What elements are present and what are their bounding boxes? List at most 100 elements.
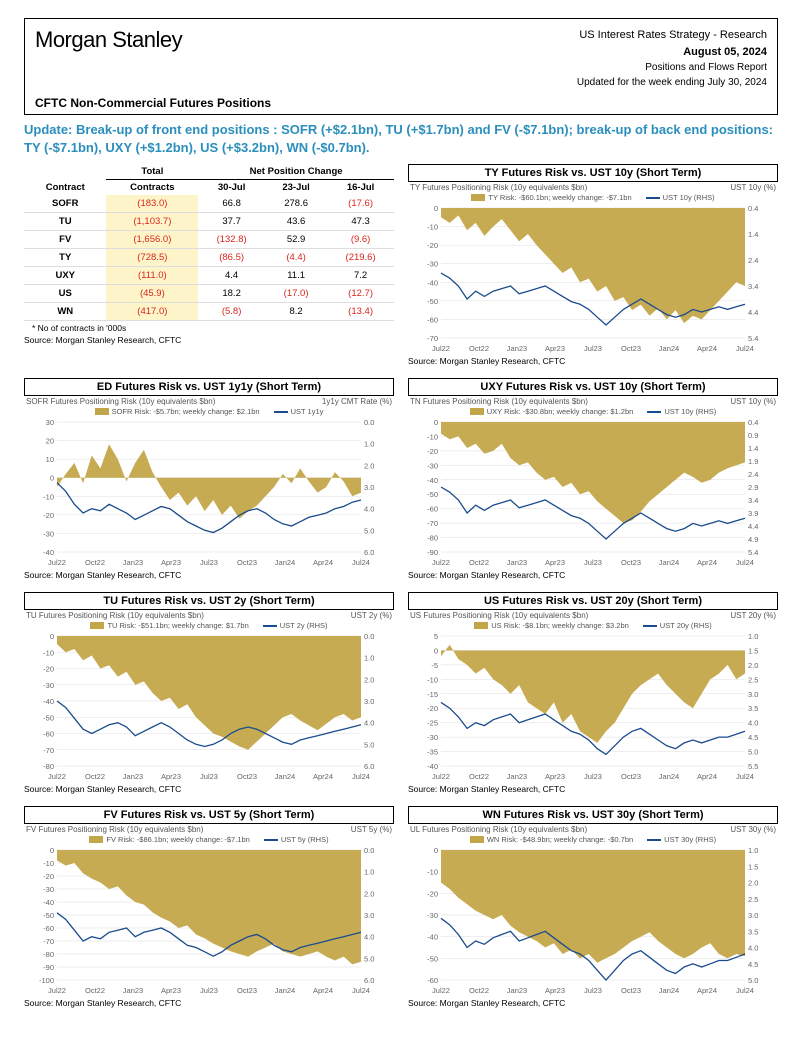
svg-text:-60: -60 [427, 316, 438, 325]
table-source: Source: Morgan Stanley Research, CFTC [24, 335, 394, 345]
cell-total: (417.0) [106, 303, 198, 321]
svg-text:4.4: 4.4 [748, 308, 758, 317]
svg-text:0.0: 0.0 [364, 632, 374, 641]
svg-text:2.5: 2.5 [748, 675, 758, 684]
th-16-jul: 16-Jul [327, 180, 394, 196]
svg-text:-10: -10 [427, 223, 438, 232]
svg-text:-50: -50 [427, 297, 438, 306]
svg-text:-30: -30 [427, 461, 438, 470]
svg-text:-40: -40 [43, 697, 54, 706]
svg-text:5: 5 [434, 632, 438, 641]
svg-text:Jan24: Jan24 [659, 772, 679, 781]
svg-text:2.0: 2.0 [364, 889, 374, 898]
svg-text:2.4: 2.4 [748, 256, 758, 265]
cell-c2: 278.6 [265, 195, 327, 213]
chart-wn: WN Futures Risk vs. UST 30y (Short Term)… [408, 806, 778, 1014]
svg-text:20: 20 [46, 437, 54, 446]
cell-c3: (13.4) [327, 303, 394, 321]
svg-text:-30: -30 [43, 885, 54, 894]
cell-total: (183.0) [106, 195, 198, 213]
chart-tu: TU Futures Risk vs. UST 2y (Short Term)T… [24, 592, 394, 800]
svg-text:6.0: 6.0 [364, 762, 374, 771]
svg-text:1.0: 1.0 [364, 440, 374, 449]
svg-text:Jan23: Jan23 [507, 344, 527, 353]
svg-text:Jul23: Jul23 [200, 986, 218, 995]
chart-svg: 3020100-10-20-30-400.01.02.03.04.05.06.0… [24, 418, 394, 568]
svg-text:-80: -80 [43, 762, 54, 771]
svg-text:-10: -10 [43, 648, 54, 657]
chart-source: Source: Morgan Stanley Research, CFTC [24, 998, 394, 1008]
svg-text:-50: -50 [43, 911, 54, 920]
svg-text:-30: -30 [43, 681, 54, 690]
cell-c2: (4.4) [265, 249, 327, 267]
svg-text:10: 10 [46, 455, 54, 464]
svg-text:Jul24: Jul24 [352, 986, 370, 995]
svg-text:Jan23: Jan23 [123, 986, 143, 995]
positions-table: Total Net Position Change ContractContra… [24, 164, 394, 321]
svg-text:0.4: 0.4 [748, 204, 758, 213]
svg-text:Jul23: Jul23 [584, 986, 602, 995]
update-text: Update: Break-up of front end positions … [24, 121, 778, 156]
svg-text:Apr23: Apr23 [545, 558, 565, 567]
svg-text:1.9: 1.9 [748, 457, 758, 466]
svg-text:5.5: 5.5 [748, 762, 758, 771]
svg-text:Jul22: Jul22 [48, 558, 66, 567]
chart-subtitle: TU Futures Positioning Risk (10y equival… [24, 611, 394, 620]
table-row: UXY(111.0)4.411.17.2 [24, 267, 394, 285]
table-row: TY(728.5)(86.5)(4.4)(219.6) [24, 249, 394, 267]
svg-text:Jul24: Jul24 [352, 772, 370, 781]
svg-text:0.9: 0.9 [748, 431, 758, 440]
svg-text:Apr23: Apr23 [545, 344, 565, 353]
svg-text:-20: -20 [427, 704, 438, 713]
svg-text:Oct23: Oct23 [621, 772, 641, 781]
svg-text:0: 0 [434, 204, 438, 213]
svg-text:30: 30 [46, 418, 54, 427]
chart-subtitle: SOFR Futures Positioning Risk (10y equiv… [24, 397, 394, 406]
svg-text:2.5: 2.5 [748, 895, 758, 904]
cell-c3: 47.3 [327, 213, 394, 231]
header-line1: US Interest Rates Strategy - Research [577, 27, 767, 44]
svg-text:3.5: 3.5 [748, 927, 758, 936]
svg-text:3.4: 3.4 [748, 496, 758, 505]
svg-text:Oct22: Oct22 [85, 986, 105, 995]
chart-subtitle: FV Futures Positioning Risk (10y equival… [24, 825, 394, 834]
svg-text:Jul22: Jul22 [48, 986, 66, 995]
svg-text:Apr24: Apr24 [313, 986, 333, 995]
chart-subtitle: US Futures Positioning Risk (10y equival… [408, 611, 778, 620]
svg-text:-25: -25 [427, 719, 438, 728]
chart-title: FV Futures Risk vs. UST 5y (Short Term) [24, 806, 394, 824]
svg-text:Oct23: Oct23 [237, 558, 257, 567]
svg-text:4.0: 4.0 [364, 933, 374, 942]
svg-text:5.0: 5.0 [748, 748, 758, 757]
chart-legend: UXY Risk: -$30.8bn; weekly change: $1.2b… [408, 406, 778, 418]
chart-title: UXY Futures Risk vs. UST 10y (Short Term… [408, 378, 778, 396]
cell-total: (1,103.7) [106, 213, 198, 231]
svg-text:4.0: 4.0 [364, 505, 374, 514]
cell-c1: 18.2 [198, 285, 265, 303]
svg-text:4.0: 4.0 [748, 944, 758, 953]
svg-text:6.0: 6.0 [364, 976, 374, 985]
svg-text:Jul22: Jul22 [432, 558, 450, 567]
chart-svg: 0-10-20-30-40-50-60-700.41.42.43.44.45.4… [408, 204, 778, 354]
cell-contract: UXY [24, 267, 106, 285]
cell-contract: TU [24, 213, 106, 231]
th-contracts: Contracts [106, 180, 198, 196]
svg-text:Apr23: Apr23 [161, 558, 181, 567]
svg-text:-80: -80 [43, 950, 54, 959]
svg-text:Jan24: Jan24 [275, 558, 295, 567]
svg-text:4.4: 4.4 [748, 522, 758, 531]
svg-text:-90: -90 [43, 963, 54, 972]
svg-text:4.5: 4.5 [748, 733, 758, 742]
svg-text:-20: -20 [427, 241, 438, 250]
svg-text:Oct23: Oct23 [237, 986, 257, 995]
svg-text:-10: -10 [427, 433, 438, 442]
header-date: August 05, 2024 [577, 44, 767, 61]
svg-text:Oct22: Oct22 [469, 558, 489, 567]
svg-text:2.9: 2.9 [748, 483, 758, 492]
svg-text:Oct22: Oct22 [469, 772, 489, 781]
svg-text:4.0: 4.0 [364, 719, 374, 728]
cell-c1: (86.5) [198, 249, 265, 267]
svg-text:Oct23: Oct23 [621, 986, 641, 995]
svg-text:Jul24: Jul24 [352, 558, 370, 567]
svg-text:Jan24: Jan24 [275, 986, 295, 995]
